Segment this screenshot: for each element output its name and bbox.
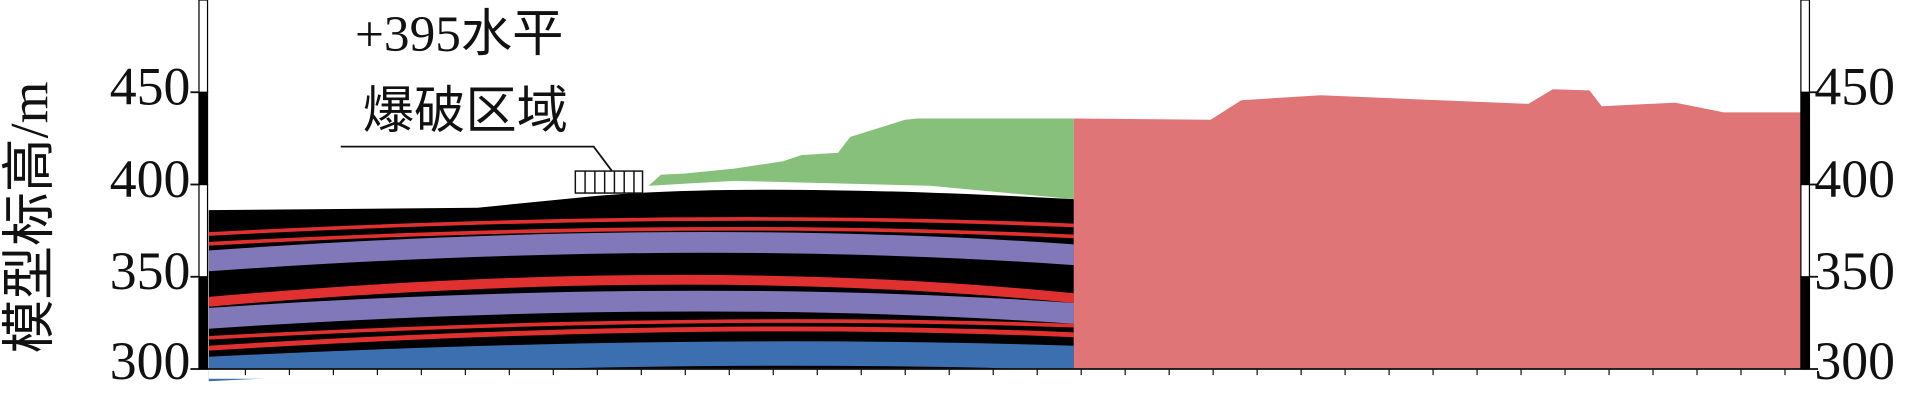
axis-scale-bar bbox=[198, 276, 209, 370]
waste-dump bbox=[648, 118, 1074, 200]
annotation: 爆破区域 bbox=[363, 83, 568, 140]
axis-scale-bar bbox=[198, 183, 209, 278]
stratum bbox=[208, 274, 1074, 307]
axis-scale-bar bbox=[1800, 91, 1811, 186]
y-tick-label: 450 bbox=[1814, 57, 1895, 117]
leader-line bbox=[340, 145, 613, 172]
rock-body bbox=[1073, 89, 1804, 370]
stratum bbox=[208, 290, 1074, 329]
y-tick-label: 400 bbox=[110, 149, 191, 209]
y-tick-label: 300 bbox=[1814, 331, 1895, 391]
y-tick-label: 450 bbox=[110, 57, 191, 117]
y-tick-label: 350 bbox=[110, 241, 191, 301]
axis-scale-bar bbox=[1800, 183, 1811, 278]
stratum bbox=[208, 232, 1074, 272]
y-tick-label: 350 bbox=[1814, 241, 1895, 301]
base-cover bbox=[208, 369, 1077, 379]
y-axis-label: 模型标高/m bbox=[0, 82, 60, 354]
layers bbox=[208, 89, 1804, 382]
axis-scale-bar bbox=[1800, 0, 1811, 93]
y-tick-label: 400 bbox=[1814, 149, 1895, 209]
y-tick-label: 300 bbox=[110, 331, 191, 391]
stratum bbox=[208, 326, 1074, 351]
stratum bbox=[208, 319, 1074, 340]
axis-scale-bar bbox=[198, 91, 209, 186]
stratum bbox=[208, 217, 1074, 236]
annotation: +395水平 bbox=[355, 6, 563, 63]
axis-scale-bar bbox=[198, 0, 209, 93]
stratum bbox=[208, 226, 1074, 246]
blast-zone bbox=[574, 170, 644, 194]
axis-scale-bar bbox=[1800, 276, 1811, 370]
